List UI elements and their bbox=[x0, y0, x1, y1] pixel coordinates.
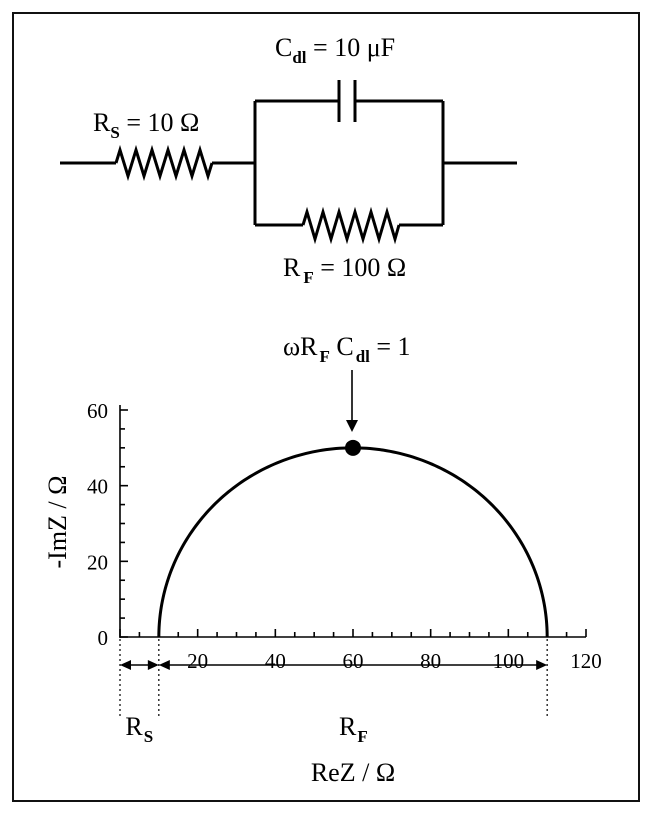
resistance-spans: RS RF bbox=[119, 639, 548, 746]
y-axis-title: -ImZ / Ω bbox=[43, 476, 72, 569]
impedance-semicircle bbox=[157, 446, 549, 638]
rf-resistor-symbol bbox=[301, 206, 401, 245]
x-tick-label: 40 bbox=[265, 649, 286, 673]
x-axis-title: ReZ / Ω bbox=[311, 758, 395, 787]
x-ticks: 20 40 60 80 100 120 bbox=[119, 629, 602, 673]
figure-frame bbox=[12, 12, 640, 802]
span-label: RS bbox=[125, 712, 153, 746]
span-arrow-left bbox=[158, 660, 170, 670]
x-tick-label: 80 bbox=[420, 649, 441, 673]
rs-resistor-symbol bbox=[114, 144, 214, 182]
span-arrow-right bbox=[536, 660, 548, 670]
y-tick-label: 40 bbox=[87, 475, 108, 499]
x-tick-label: 20 bbox=[187, 649, 208, 673]
span-label: RF bbox=[339, 712, 368, 746]
y-tick-label: 20 bbox=[87, 550, 108, 574]
y-tick-label: 0 bbox=[98, 626, 109, 650]
apex-data-point bbox=[345, 439, 361, 456]
x-tick-label: 120 bbox=[570, 649, 602, 673]
rs-label: RS = 10 Ω bbox=[93, 108, 199, 142]
apex-arrow-head bbox=[346, 420, 358, 432]
y-tick-label: 60 bbox=[87, 399, 108, 423]
x-tick-label: 100 bbox=[493, 649, 525, 673]
y-ticks: 0 20 40 60 bbox=[87, 399, 128, 650]
x-tick-label: 60 bbox=[343, 649, 364, 673]
nyquist-plot: 0 20 40 60 20 40 60 80 100 120 RS RF -ImZ / Ω ReZ… bbox=[43, 399, 602, 787]
span-arrow-right bbox=[147, 660, 159, 670]
span-arrow-left bbox=[120, 660, 131, 670]
cdl-label: Cdl = 10 μF bbox=[275, 33, 395, 67]
